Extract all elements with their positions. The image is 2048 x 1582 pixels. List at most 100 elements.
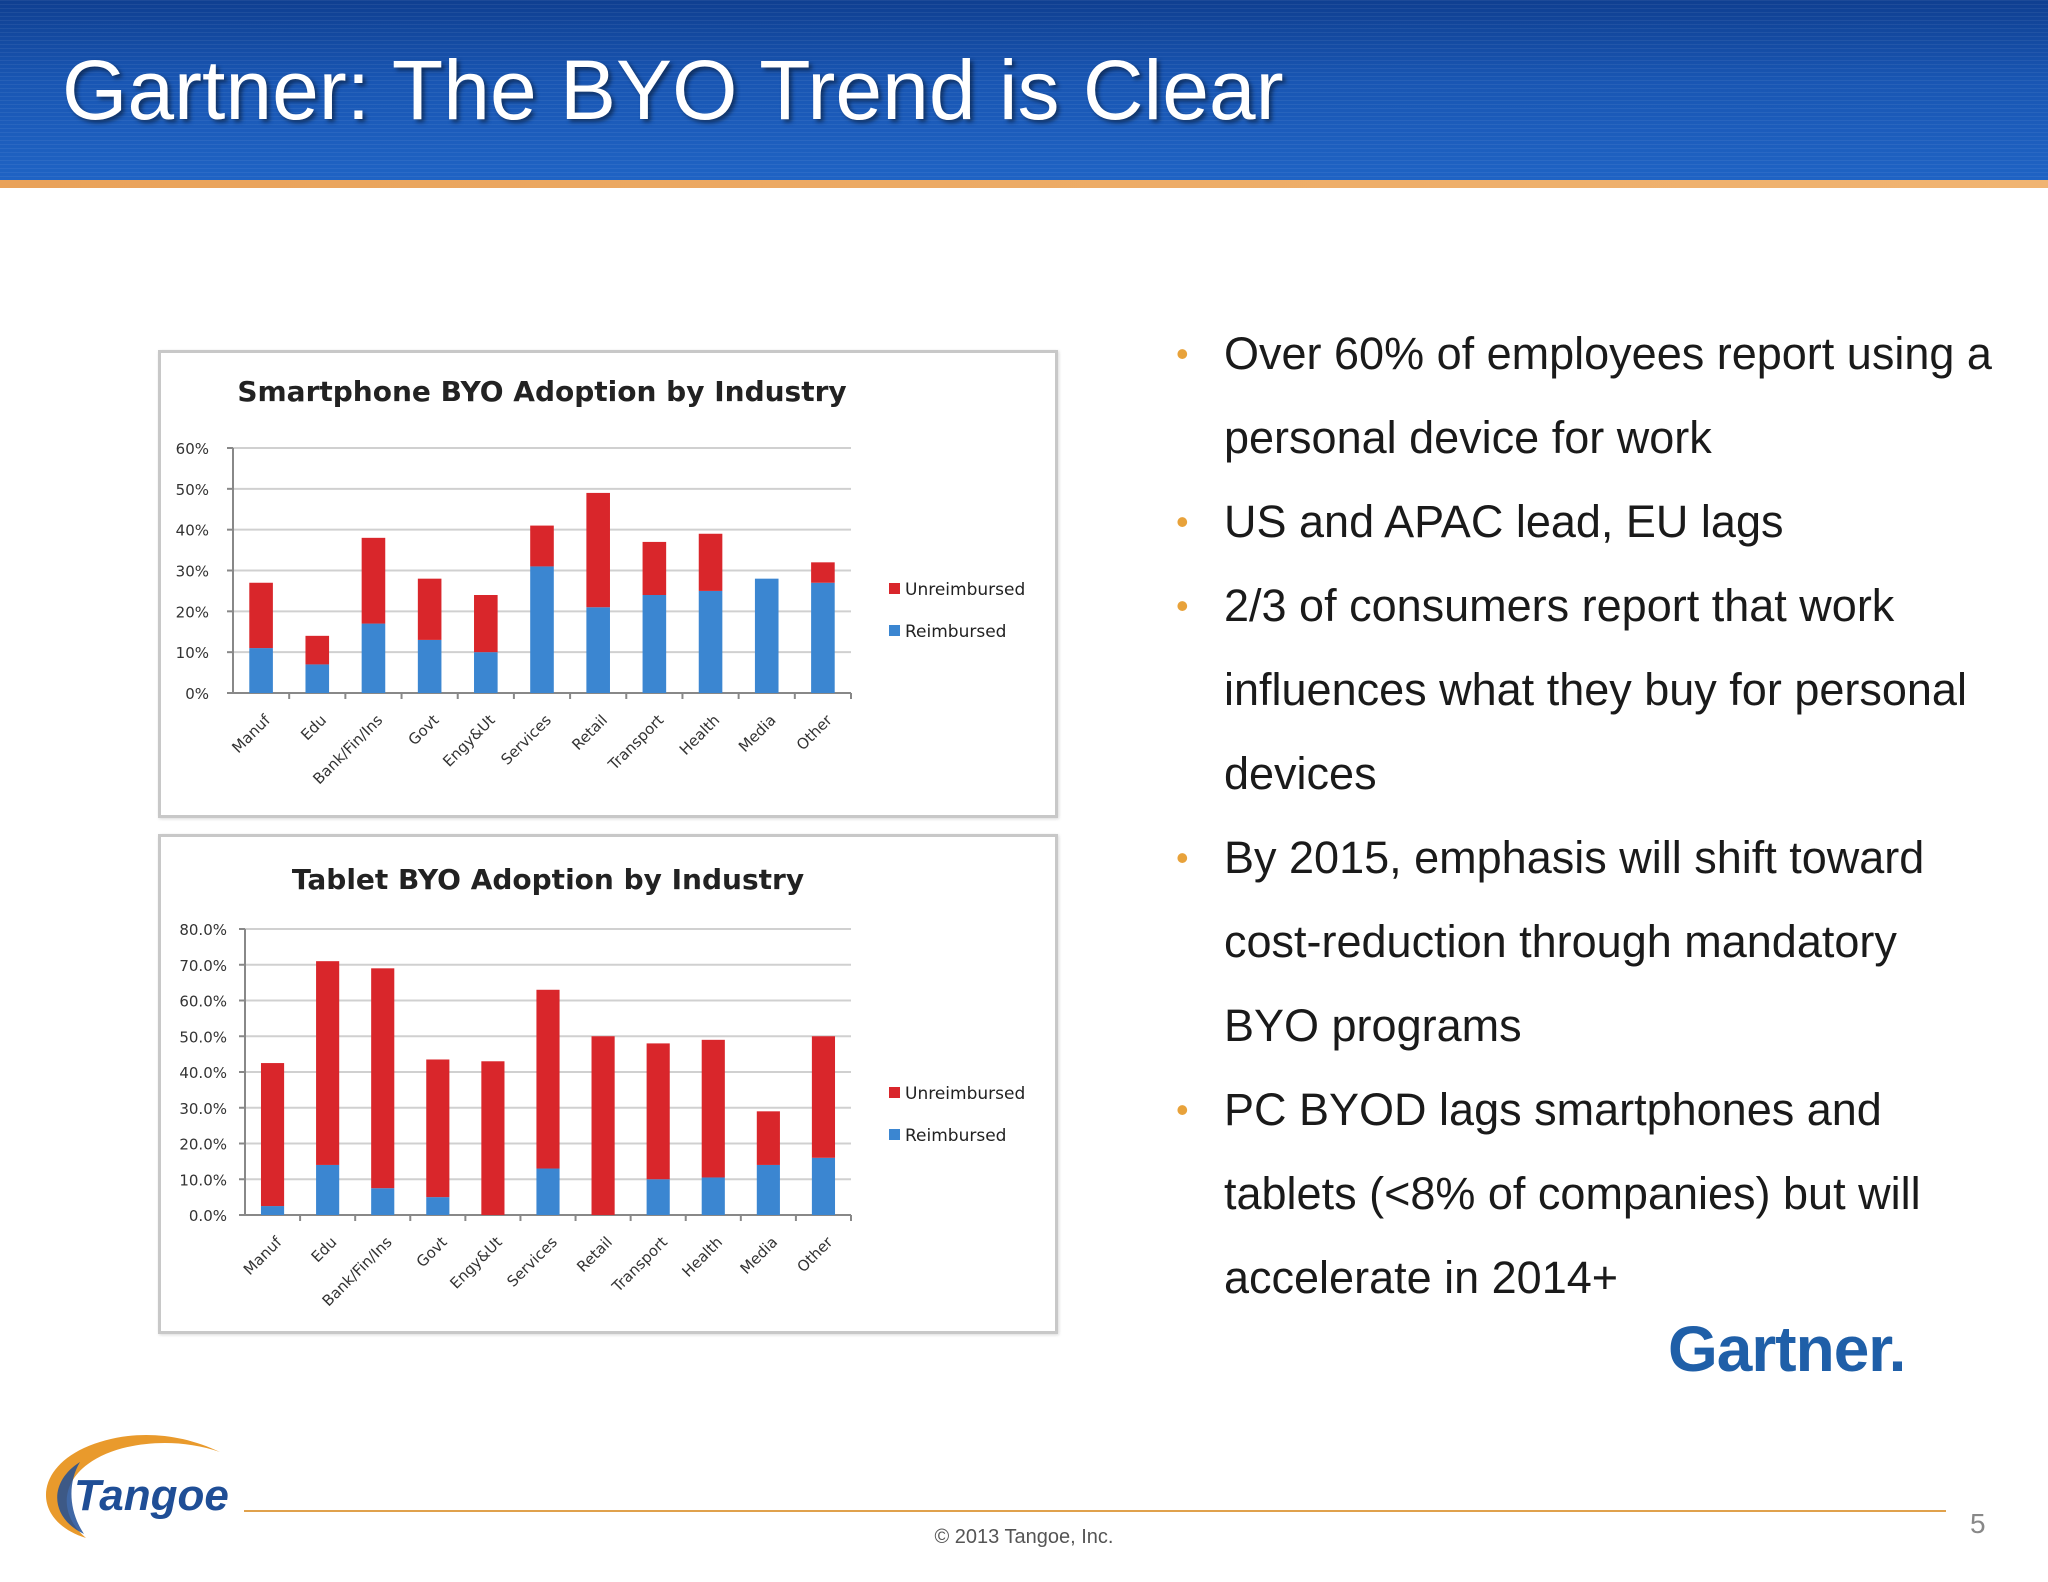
bullet-item: • US and APAC lead, EU lags (1172, 480, 1992, 564)
bar-unreimbursed (698, 533, 723, 591)
bar-reimbursed (249, 648, 273, 693)
legend-label: Reimbursed (905, 622, 1006, 642)
bar-reimbursed (417, 639, 442, 693)
legend-swatch (889, 1087, 900, 1098)
bar-unreimbursed (426, 1059, 450, 1198)
bullet-icon: • (1176, 1089, 1189, 1130)
bar-reimbursed (316, 1164, 340, 1215)
bar-unreimbursed (586, 492, 610, 608)
y-tick-label: 50% (176, 481, 209, 499)
bullet-icon: • (1176, 501, 1189, 542)
x-tick-label: Media (737, 1233, 782, 1278)
y-tick-label: 10% (176, 644, 209, 662)
bullet-icon: • (1176, 333, 1189, 374)
x-tick-label: Govt (405, 711, 443, 749)
title-bar (0, 0, 2048, 180)
page-number: 5 (1970, 1508, 1986, 1539)
bar-reimbursed (260, 1206, 285, 1215)
bar-unreimbursed (811, 562, 835, 583)
tangoe-logo: Tangoe (45, 1434, 229, 1538)
bar-reimbursed (586, 607, 610, 693)
bar-reimbursed (646, 1179, 670, 1215)
x-tick-label: Health (676, 711, 724, 759)
bar-reimbursed (698, 590, 723, 693)
bar-reimbursed (305, 664, 330, 693)
x-tick-label: Manuf (240, 1233, 286, 1279)
bar-reimbursed (530, 566, 554, 693)
y-tick-label: 30.0% (179, 1100, 227, 1118)
footer-divider (244, 1510, 1946, 1512)
slide-title: Gartner: The BYO Trend is Clear (62, 43, 1284, 137)
bar-reimbursed (701, 1177, 725, 1215)
bar-unreimbursed (481, 1061, 505, 1215)
bar-unreimbursed (305, 635, 330, 665)
x-tick-label: Transport (604, 711, 667, 774)
bar-unreimbursed (361, 537, 386, 624)
tangoe-swoosh-icon (45, 1434, 221, 1538)
bullet-item: • Over 60% of employees report using a pe… (1172, 312, 1992, 480)
y-tick-label: 40.0% (179, 1064, 227, 1082)
legend-label: Unreimbursed (905, 580, 1025, 600)
bar-unreimbursed (646, 1043, 670, 1180)
x-tick-label: Manuf (228, 711, 274, 757)
x-tick-label: Edu (297, 711, 330, 744)
bullet-item: • PC BYOD lags smartphones and tablets (<… (1172, 1068, 1992, 1320)
y-tick-label: 0.0% (189, 1207, 227, 1225)
bar-reimbursed (811, 582, 835, 693)
tablet-chart-svg: Tablet BYO Adoption by Industry 0.0% 10.0%… (179, 863, 1025, 1310)
y-tick-label: 30% (176, 563, 209, 581)
y-tick-label: 60% (176, 440, 209, 458)
bar-unreimbursed (701, 1039, 725, 1178)
legend-label: Reimbursed (905, 1126, 1006, 1146)
chart-title: Smartphone BYO Adoption by Industry (237, 375, 846, 408)
bar-reimbursed (536, 1168, 560, 1215)
bar-unreimbursed (316, 961, 340, 1165)
bullet-item: • 2/3 of consumers report that work influ… (1172, 564, 1992, 816)
bar-unreimbursed (811, 1036, 836, 1158)
x-tick-label: Other (793, 1233, 836, 1276)
bar-unreimbursed (536, 989, 560, 1169)
legend-swatch (889, 625, 900, 636)
x-tick-label: Engy&Ut (446, 1233, 505, 1292)
x-tick-label: Health (679, 1233, 727, 1281)
y-tick-label: 60.0% (179, 993, 227, 1011)
bar-reimbursed (811, 1157, 836, 1215)
smartphone-chart: Smartphone BYO Adoption by Industry 0% 10%… (158, 350, 1058, 818)
bullet-item: • By 2015, emphasis will shift toward cos… (1172, 816, 1992, 1068)
bar-unreimbursed (371, 968, 395, 1189)
bar-unreimbursed (474, 595, 498, 653)
smartphone-chart-svg: Smartphone BYO Adoption by Industry 0% 10%… (176, 375, 1026, 788)
bar-reimbursed (474, 652, 498, 693)
title-accent-stripe (0, 180, 2048, 188)
bar-reimbursed (371, 1188, 395, 1215)
bullet-text: Over 60% of employees report using a per… (1224, 328, 1992, 463)
bullet-icon: • (1176, 585, 1189, 626)
y-tick-label: 0% (185, 685, 209, 703)
bar-unreimbursed (642, 541, 667, 595)
tablet-chart: Tablet BYO Adoption by Industry 0.0% 10.0%… (158, 834, 1058, 1334)
bullet-list: • Over 60% of employees report using a pe… (1172, 312, 1992, 1320)
x-tick-label: Other (793, 711, 836, 754)
bar-unreimbursed (756, 1111, 780, 1165)
gartner-logo: Gartner. (1668, 1313, 1906, 1385)
bar-reimbursed (426, 1197, 450, 1215)
bullet-text: 2/3 of consumers report that work influe… (1224, 580, 1967, 799)
tangoe-logo-text: Tangoe (74, 1471, 229, 1520)
y-tick-label: 20% (176, 603, 209, 621)
bar-unreimbursed (260, 1063, 285, 1207)
x-tick-label: Services (497, 711, 555, 769)
legend-swatch (889, 1129, 900, 1140)
x-tick-label: Govt (413, 1233, 451, 1271)
bullet-text: US and APAC lead, EU lags (1224, 496, 1784, 547)
y-tick-label: 70.0% (179, 957, 227, 975)
legend-swatch (889, 583, 900, 594)
bullet-icon: • (1176, 837, 1189, 878)
chart-title: Tablet BYO Adoption by Industry (292, 863, 804, 896)
x-tick-label: Services (503, 1233, 561, 1291)
y-tick-label: 40% (176, 522, 209, 540)
bar-unreimbursed (530, 525, 554, 567)
y-tick-label: 50.0% (179, 1028, 227, 1046)
y-tick-label: 80.0% (179, 921, 227, 939)
y-tick-label: 10.0% (179, 1171, 227, 1189)
bar-unreimbursed (249, 582, 273, 649)
